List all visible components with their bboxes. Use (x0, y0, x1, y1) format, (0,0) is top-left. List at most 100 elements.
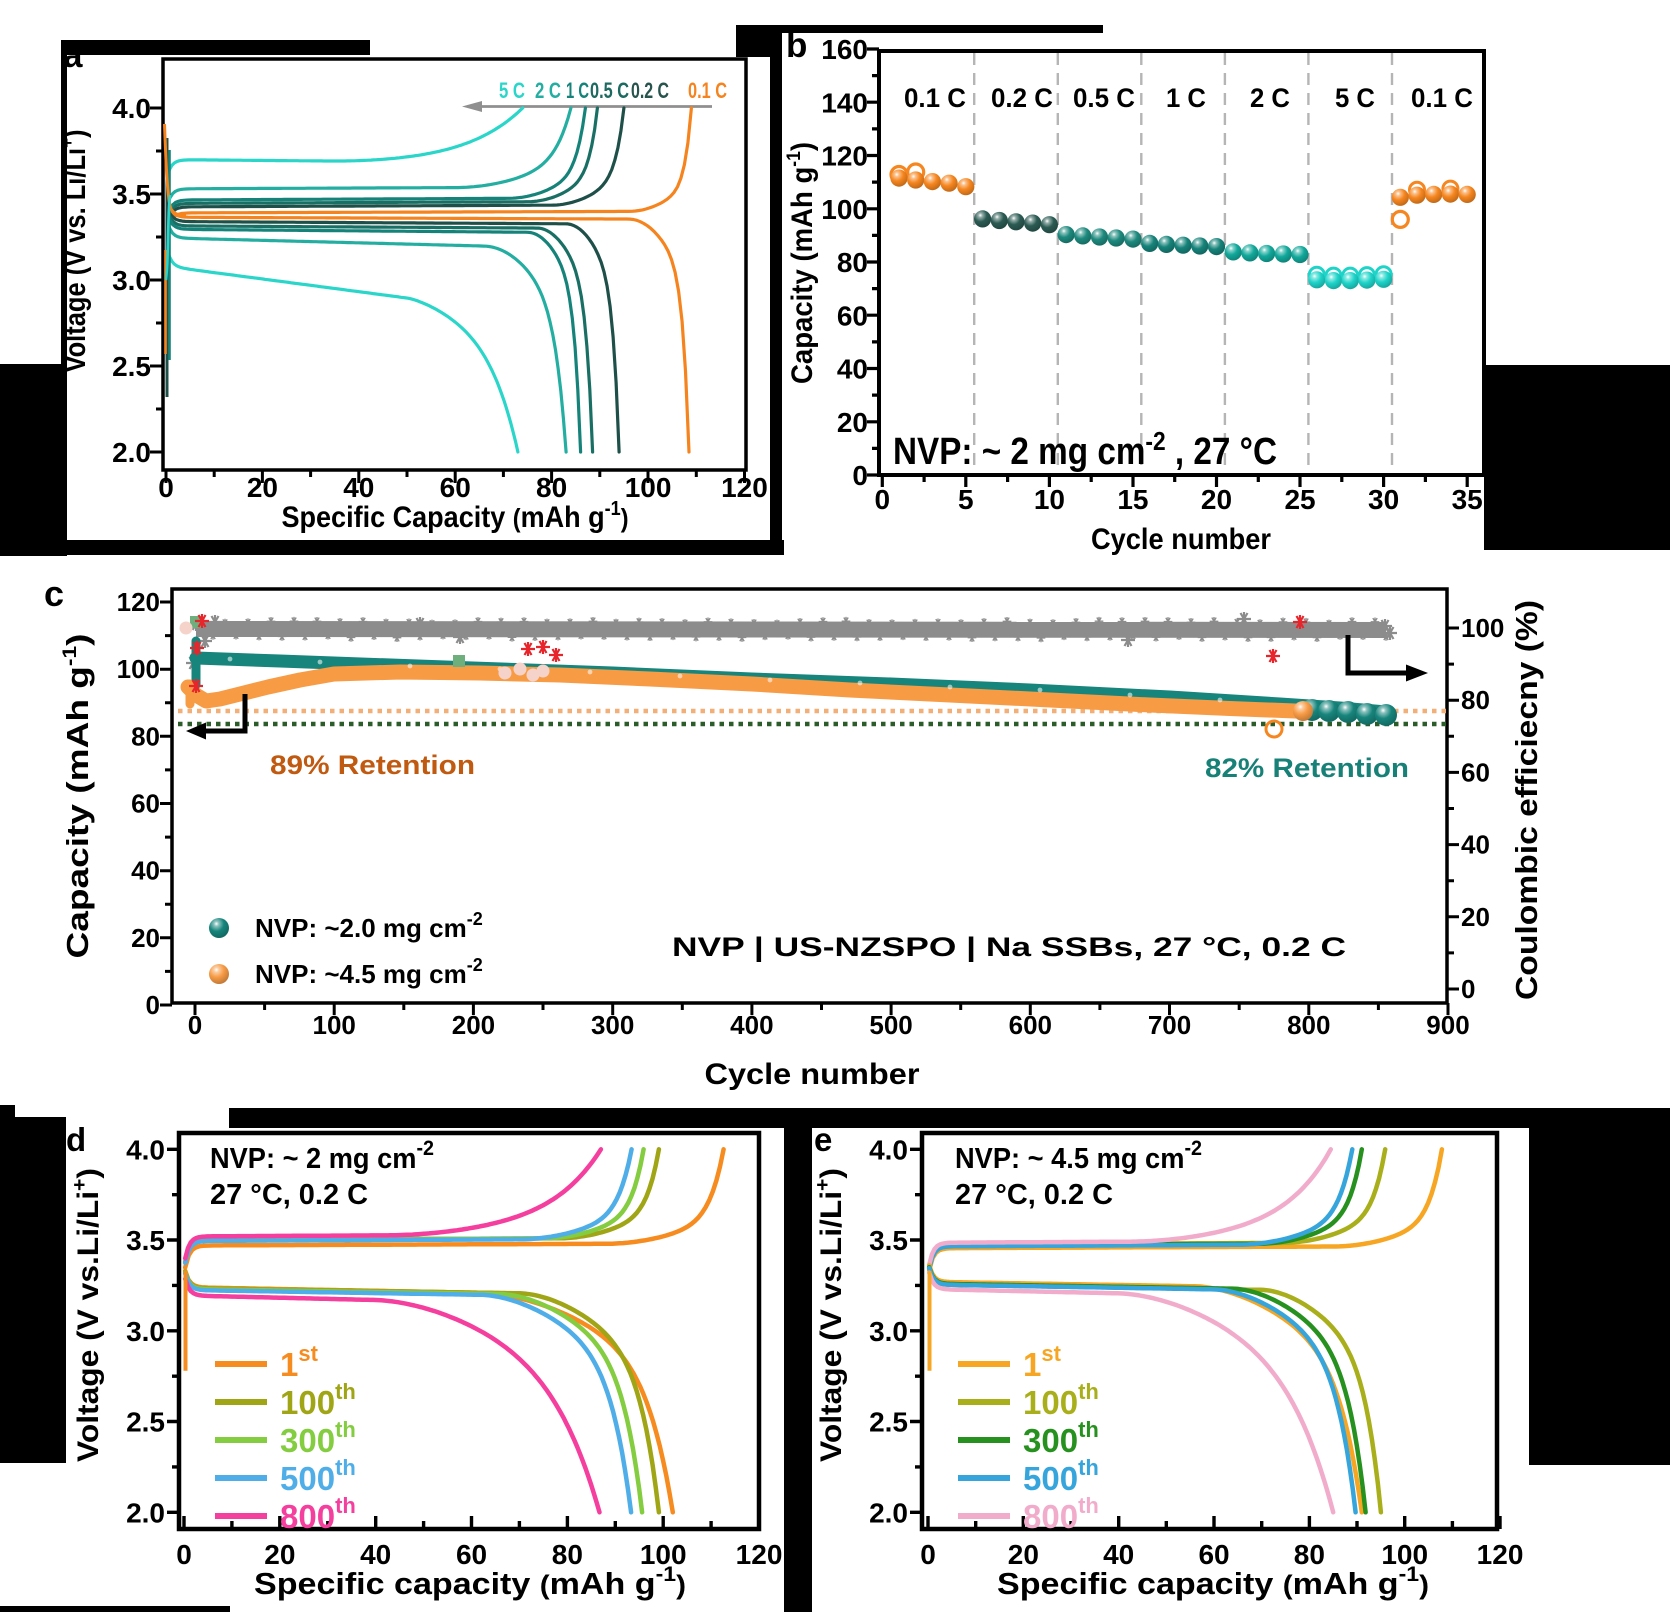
svg-text:100th: 100th (280, 1379, 356, 1421)
svg-text:e: e (814, 1121, 832, 1158)
svg-text:3.5: 3.5 (126, 1225, 165, 1256)
svg-text:3.0: 3.0 (112, 265, 151, 296)
svg-text:a: a (63, 36, 83, 75)
svg-text:2.0: 2.0 (112, 437, 151, 468)
svg-text:35: 35 (1452, 484, 1483, 515)
svg-text:20: 20 (1008, 1539, 1039, 1570)
svg-text:20: 20 (264, 1539, 295, 1570)
svg-text:0: 0 (852, 460, 868, 491)
svg-text:500th: 500th (280, 1455, 356, 1497)
svg-text:60: 60 (1198, 1539, 1229, 1570)
svg-text:4.0: 4.0 (126, 1134, 165, 1165)
svg-text:100: 100 (313, 1010, 356, 1040)
svg-text:0.5 C: 0.5 C (590, 78, 629, 103)
svg-text:4.0: 4.0 (869, 1134, 908, 1165)
svg-text:60: 60 (456, 1539, 487, 1570)
svg-text:27 °C, 0.2 C: 27 °C, 0.2 C (955, 1179, 1113, 1211)
svg-text:Voltage (V vs. Li/Li+): Voltage (V vs. Li/Li+) (56, 130, 92, 373)
svg-text:0.1 C: 0.1 C (904, 83, 966, 113)
svg-text:20: 20 (837, 407, 868, 438)
svg-text:120: 120 (117, 587, 160, 617)
svg-text:0: 0 (176, 1539, 192, 1570)
svg-text:15: 15 (1117, 484, 1148, 515)
svg-text:900: 900 (1426, 1010, 1469, 1040)
svg-text:60: 60 (131, 789, 160, 819)
svg-text:NVP | US-NZSPO | Na SSBs, 27: NVP | US-NZSPO | Na SSBs, 27 °C, 0.2 C (672, 932, 1346, 962)
svg-text:NVP: ~4.5 mg cm-2: NVP: ~4.5 mg cm-2 (255, 955, 483, 989)
svg-text:700: 700 (1148, 1010, 1191, 1040)
svg-text:2.0: 2.0 (126, 1497, 165, 1528)
svg-text:60: 60 (1461, 757, 1490, 787)
svg-text:NVP: ~ 4.5 mg cm-2: NVP: ~ 4.5 mg cm-2 (955, 1137, 1202, 1175)
svg-text:25: 25 (1284, 484, 1315, 515)
svg-text:100: 100 (821, 194, 868, 225)
svg-text:30: 30 (1368, 484, 1399, 515)
svg-text:3.0: 3.0 (869, 1316, 908, 1347)
svg-text:40: 40 (360, 1539, 391, 1570)
svg-text:400: 400 (730, 1010, 773, 1040)
svg-text:80: 80 (131, 721, 160, 751)
svg-text:10: 10 (1034, 484, 1065, 515)
svg-text:40: 40 (343, 472, 374, 503)
svg-text:3.5: 3.5 (112, 179, 151, 210)
svg-text:600: 600 (1009, 1010, 1052, 1040)
svg-text:Coulombic efficiecny (%): Coulombic efficiecny (%) (1509, 600, 1544, 1000)
svg-text:80: 80 (1294, 1539, 1325, 1570)
svg-text:2.0: 2.0 (869, 1497, 908, 1528)
svg-text:4.0: 4.0 (112, 93, 151, 124)
svg-text:2.5: 2.5 (869, 1407, 908, 1438)
svg-text:5: 5 (958, 484, 974, 515)
svg-text:200: 200 (452, 1010, 495, 1040)
svg-text:300: 300 (591, 1010, 634, 1040)
svg-text:100: 100 (1381, 1539, 1428, 1570)
svg-text:0: 0 (146, 990, 160, 1020)
svg-text:0: 0 (875, 484, 891, 515)
svg-text:Cycle number: Cycle number (1091, 523, 1271, 556)
svg-text:c: c (44, 573, 64, 614)
svg-text:0.1 C: 0.1 C (688, 78, 727, 103)
svg-text:800: 800 (1287, 1010, 1330, 1040)
svg-text:500: 500 (869, 1010, 912, 1040)
svg-text:80: 80 (536, 472, 567, 503)
svg-text:20: 20 (1201, 484, 1232, 515)
svg-text:2 C: 2 C (535, 78, 561, 103)
svg-text:0.2 C: 0.2 C (991, 83, 1053, 113)
svg-text:100: 100 (625, 472, 672, 503)
svg-text:80: 80 (1461, 685, 1490, 715)
svg-text:Capacity (mAh g-1): Capacity (mAh g-1) (60, 634, 95, 959)
svg-text:500th: 500th (1023, 1455, 1099, 1497)
svg-text:120: 120 (821, 141, 868, 172)
svg-text:Capacity (mAh g-1): Capacity (mAh g-1) (784, 142, 819, 384)
svg-text:2.5: 2.5 (112, 351, 151, 382)
svg-text:NVP: ~ 2 mg cm-2: NVP: ~ 2 mg cm-2 (210, 1137, 434, 1175)
svg-text:Voltage (V vs.Li/Li+): Voltage (V vs.Li/Li+) (812, 1168, 848, 1462)
svg-text:2.5: 2.5 (126, 1407, 165, 1438)
svg-text:27 °C, 0.2 C: 27 °C, 0.2 C (210, 1179, 368, 1211)
svg-text:80: 80 (837, 247, 868, 278)
svg-text:d: d (66, 1121, 86, 1158)
svg-text:1 C: 1 C (566, 78, 589, 103)
svg-text:5 C: 5 C (499, 78, 525, 103)
svg-text:20: 20 (1461, 902, 1490, 932)
svg-text:Cycle number: Cycle number (705, 1058, 920, 1091)
svg-text:3.0: 3.0 (126, 1316, 165, 1347)
svg-text:0.1 C: 0.1 C (1411, 83, 1473, 113)
svg-text:3.5: 3.5 (869, 1225, 908, 1256)
svg-text:40: 40 (131, 856, 160, 886)
svg-text:120: 120 (721, 472, 768, 503)
svg-text:Specific capacity (mAh g-1): Specific capacity (mAh g -1) (997, 1563, 1429, 1601)
svg-text:89% Retention: 89% Retention (270, 750, 475, 780)
svg-text:b: b (786, 26, 807, 65)
svg-text:0: 0 (920, 1539, 936, 1570)
svg-text:100: 100 (117, 654, 160, 684)
svg-text:0: 0 (158, 472, 174, 503)
svg-text:40: 40 (837, 354, 868, 385)
svg-text:0: 0 (188, 1010, 202, 1040)
svg-text:160: 160 (821, 34, 868, 65)
svg-text:0.2 C: 0.2 C (631, 78, 669, 103)
svg-text:5 C: 5 C (1335, 83, 1375, 113)
svg-text:NVP: ~ 2 mg cm-2 , 27 °C: NVP: ~ 2 mg cm-2 , 27 °C (893, 426, 1277, 473)
svg-text:40: 40 (1461, 830, 1490, 860)
svg-text:120: 120 (1477, 1539, 1524, 1570)
svg-text:80: 80 (552, 1539, 583, 1570)
